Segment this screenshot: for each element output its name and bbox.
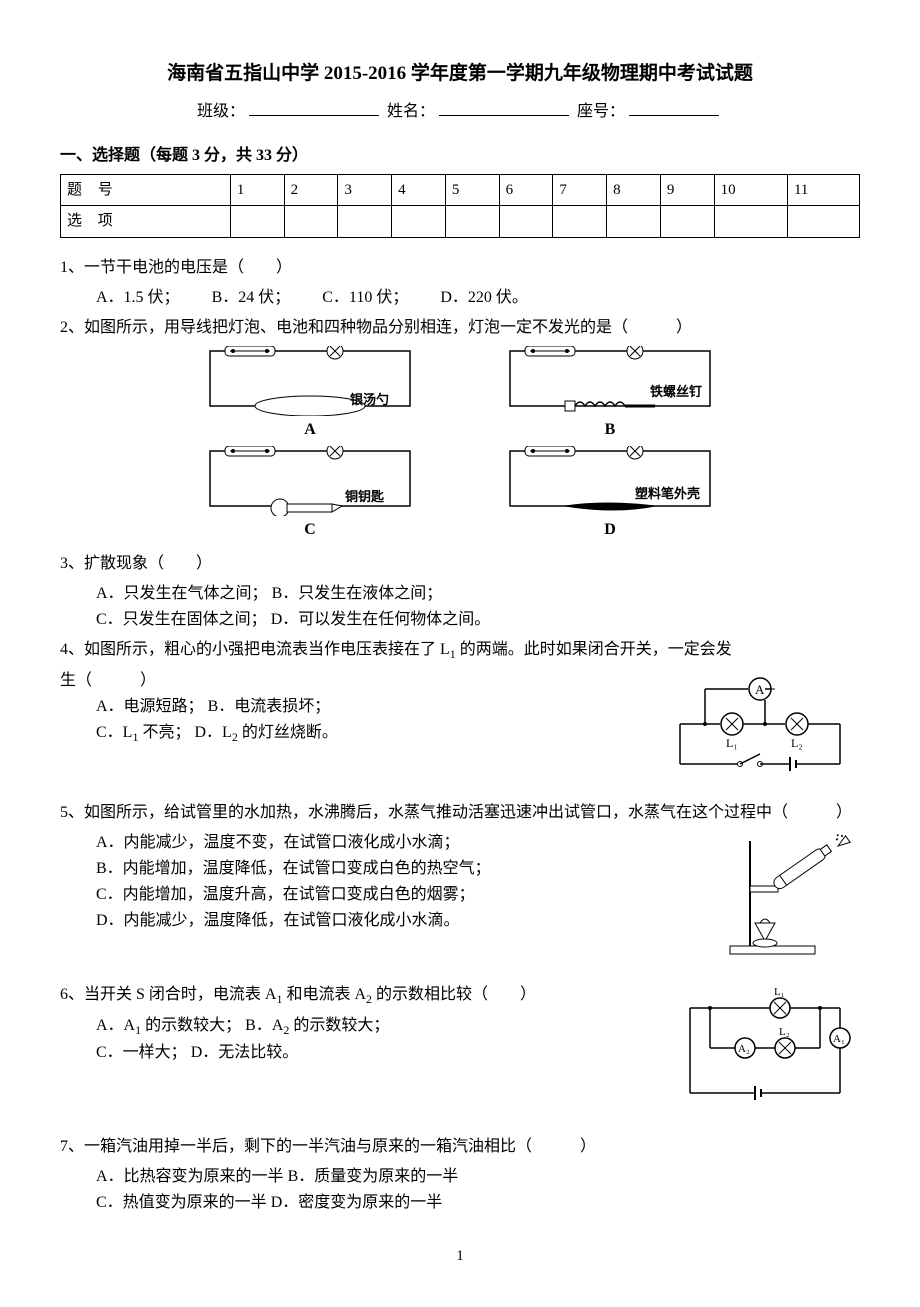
cell-ans[interactable] xyxy=(714,206,787,238)
q2-label-c: C xyxy=(200,518,420,542)
seat-label: 座号： xyxy=(577,103,625,120)
q6-opt-b: B．A2 的示数较大； xyxy=(245,1017,389,1034)
q2-stem: 2、如图所示，用导线把灯泡、电池和四种物品分别相连，灯泡一定不发光的是（ ） xyxy=(60,316,860,340)
svg-text:L₂: L₂ xyxy=(791,736,803,750)
q1-opt-a: A．1.5 伏； xyxy=(96,286,180,310)
cell-num: 9 xyxy=(660,174,714,206)
section1-title: 一、选择题（每题 3 分，共 33 分） xyxy=(60,144,860,168)
q3-opt-a: A．只发生在气体之间； xyxy=(96,585,268,602)
cell-ans[interactable] xyxy=(787,206,859,238)
exam-title: 海南省五指山中学 2015-2016 学年度第一学期九年级物理期中考试试题 xyxy=(60,60,860,89)
cell-num: 10 xyxy=(714,174,787,206)
circuit-c-icon: 铜钥匙 xyxy=(205,446,415,516)
q7-opt-c: C．热值变为原来的一半 xyxy=(96,1194,267,1211)
q5-opt-a: A．内能减少，温度不变，在试管口液化成小水滴； xyxy=(96,831,710,855)
q4-stem2: 生（ ） xyxy=(60,669,650,693)
cell-num: 11 xyxy=(787,174,859,206)
q1-opt-d: D．220 伏。 xyxy=(440,286,528,310)
q6-opt-c: C．一样大； xyxy=(96,1044,187,1061)
cell-num: 5 xyxy=(445,174,499,206)
class-label: 班级： xyxy=(197,103,245,120)
q5-stem: 5、如图所示，给试管里的水加热，水沸腾后，水蒸气推动活塞迅速冲出试管口，水蒸气在… xyxy=(60,801,860,825)
name-label: 姓名： xyxy=(387,103,435,120)
svg-text:A₁: A₁ xyxy=(833,1033,845,1045)
circuit-a-icon: 银汤勺 xyxy=(205,346,415,416)
student-info-line: 班级： 姓名： 座号： xyxy=(60,99,860,124)
cell-ans[interactable] xyxy=(445,206,499,238)
row-header-answer: 选 项 xyxy=(61,206,231,238)
svg-text:塑料笔外壳: 塑料笔外壳 xyxy=(635,486,700,501)
row-header-number: 题 号 xyxy=(61,174,231,206)
q4-opt-b: B．电流表损坏； xyxy=(208,698,331,715)
q3-stem: 3、扩散现象（ ） xyxy=(60,552,860,576)
svg-text:铁螺丝钉: 铁螺丝钉 xyxy=(649,384,702,399)
q6-opt-d: D．无法比较。 xyxy=(191,1044,299,1061)
svg-text:铜钥匙: 铜钥匙 xyxy=(344,489,385,504)
circuit-d-icon: 塑料笔外壳 xyxy=(505,446,715,516)
q5-opt-d: D．内能减少，温度降低，在试管口液化成小水滴。 xyxy=(96,909,710,933)
cell-ans[interactable] xyxy=(660,206,714,238)
q2-label-d: D xyxy=(500,518,720,542)
q4-options: A．电源短路； B．电流表损坏； C．L1 不亮； D．L2 的灯丝烧断。 xyxy=(60,695,650,746)
circuit-b-icon: 铁螺丝钉 xyxy=(505,346,715,416)
q7-stem: 7、一箱汽油用掉一半后，剩下的一半汽油与原来的一箱汽油相比（ ） xyxy=(60,1135,860,1159)
cell-num: 6 xyxy=(499,174,553,206)
cell-ans[interactable] xyxy=(392,206,446,238)
cell-num: 2 xyxy=(284,174,338,206)
cell-num: 7 xyxy=(553,174,607,206)
q4-opt-a: A．电源短路； xyxy=(96,698,204,715)
answer-table: 题 号 1 2 3 4 5 6 7 8 9 10 11 选 项 xyxy=(60,174,860,238)
cell-num: 4 xyxy=(392,174,446,206)
q3-opt-d: D．可以发生在任何物体之间。 xyxy=(271,611,491,628)
name-blank[interactable] xyxy=(439,99,569,116)
q2-label-b: B xyxy=(500,418,720,442)
q5-apparatus-icon xyxy=(720,831,860,961)
cell-num: 8 xyxy=(607,174,661,206)
q4-opt-d: D．L2 的灯丝烧断。 xyxy=(194,724,337,741)
cell-ans[interactable] xyxy=(499,206,553,238)
q2-label-a: A xyxy=(200,418,420,442)
q5-options: A．内能减少，温度不变，在试管口液化成小水滴； B．内能增加，温度降低，在试管口… xyxy=(60,831,710,933)
svg-text:L₁: L₁ xyxy=(774,986,785,998)
q4-opt-c: C．L1 不亮； xyxy=(96,724,190,741)
q5-opt-b: B．内能增加，温度降低，在试管口变成白色的热空气； xyxy=(96,857,710,881)
q3-options: A．只发生在气体之间； B．只发生在液体之间； C．只发生在固体之间； D．可以… xyxy=(60,582,860,632)
q6-stem: 6、当开关 S 闭合时，电流表 A1 和电流表 A2 的示数相比较（ ） xyxy=(60,983,660,1008)
q2-figures: 银汤勺 A 铁螺丝钉 B xyxy=(60,346,860,542)
seat-blank[interactable] xyxy=(629,99,719,116)
svg-text:A: A xyxy=(755,682,765,697)
cell-ans[interactable] xyxy=(338,206,392,238)
q1-opt-c: C．110 伏； xyxy=(322,286,408,310)
svg-text:L₁: L₁ xyxy=(726,736,738,750)
class-blank[interactable] xyxy=(249,99,379,116)
q5-opt-c: C．内能增加，温度升高，在试管口变成白色的烟雾； xyxy=(96,883,710,907)
svg-text:L₂: L₂ xyxy=(779,1026,790,1038)
cell-ans[interactable] xyxy=(553,206,607,238)
q1-opt-b: B．24 伏； xyxy=(212,286,291,310)
q7-opt-d: D．密度变为原来的一半 xyxy=(271,1194,443,1211)
svg-text:银汤勺: 银汤勺 xyxy=(350,392,389,407)
q3-opt-c: C．只发生在固体之间； xyxy=(96,611,267,628)
q3-opt-b: B．只发生在液体之间； xyxy=(272,585,443,602)
q4-circuit-icon: L₁ L₂ A xyxy=(660,669,860,779)
cell-num: 1 xyxy=(230,174,284,206)
q6-opt-a: A．A1 的示数较大； xyxy=(96,1017,241,1034)
cell-num: 3 xyxy=(338,174,392,206)
q7-opt-a: A．比热容变为原来的一半 xyxy=(96,1168,284,1185)
cell-ans[interactable] xyxy=(230,206,284,238)
q1-stem: 1、一节干电池的电压是（ ） xyxy=(60,256,860,280)
q6-circuit-icon: A₁ L₁ A₂ L₂ xyxy=(670,983,860,1113)
cell-ans[interactable] xyxy=(284,206,338,238)
q4-stem: 4、如图所示，粗心的小强把电流表当作电压表接在了 L1 的两端。此时如果闭合开关… xyxy=(60,638,860,663)
page-number: 1 xyxy=(60,1245,860,1268)
q1-options: A．1.5 伏； B．24 伏； C．110 伏； D．220 伏。 xyxy=(60,286,860,310)
svg-text:A₂: A₂ xyxy=(738,1043,750,1055)
q7-opt-b: B．质量变为原来的一半 xyxy=(288,1168,459,1185)
q6-options: A．A1 的示数较大； B．A2 的示数较大； C．一样大； D．无法比较。 xyxy=(60,1014,660,1065)
q7-options: A．比热容变为原来的一半 B．质量变为原来的一半 C．热值变为原来的一半 D．密… xyxy=(60,1165,860,1215)
cell-ans[interactable] xyxy=(607,206,661,238)
